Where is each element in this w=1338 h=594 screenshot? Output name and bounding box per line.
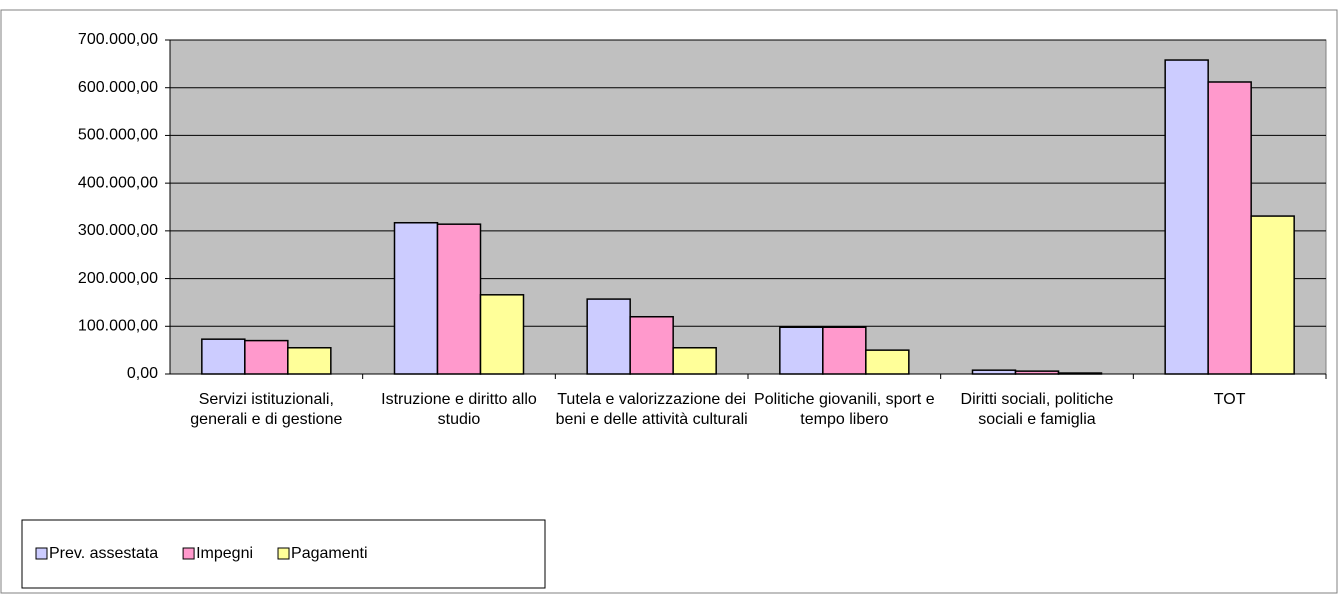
y-tick-label: 300.000,00 <box>78 222 158 239</box>
y-tick-label: 100.000,00 <box>78 318 158 335</box>
bar <box>779 326 824 375</box>
legend-swatch <box>277 547 290 560</box>
y-tick-label: 200.000,00 <box>78 270 158 287</box>
y-tick-label: 400.000,00 <box>78 174 158 191</box>
bar <box>244 339 289 375</box>
bar <box>1057 372 1103 375</box>
bar <box>971 369 1017 375</box>
legend-label: Pagamenti <box>291 545 368 562</box>
x-tick-label: Politiche giovanili, sport e tempo liber… <box>754 391 935 428</box>
bar <box>1250 215 1295 375</box>
x-tick-label: Servizi istituzionali, generali e di ges… <box>190 391 343 428</box>
bar <box>479 294 525 375</box>
legend-label: Prev. assestata <box>49 545 158 562</box>
bar <box>865 349 910 375</box>
bar <box>822 326 867 375</box>
y-tick-label: 0,00 <box>127 365 158 382</box>
legend-swatch <box>35 547 48 560</box>
bar <box>393 221 439 375</box>
y-tick-label: 700.000,00 <box>78 31 158 48</box>
bar <box>287 347 332 375</box>
y-tick-label: 600.000,00 <box>78 79 158 96</box>
y-tick-label: 500.000,00 <box>78 127 158 144</box>
bar <box>672 347 717 375</box>
plot-area <box>169 39 1327 375</box>
bar <box>436 223 482 375</box>
x-tick-label: Istruzione e diritto allo studio <box>381 391 537 428</box>
chart-frame <box>0 9 1338 594</box>
bar <box>1014 370 1060 375</box>
bar <box>586 298 631 375</box>
legend-label: Impegni <box>196 545 253 562</box>
bar <box>201 338 246 375</box>
legend-swatch <box>182 547 195 560</box>
bar <box>629 315 674 375</box>
x-tick-label: TOT <box>1213 391 1246 408</box>
x-tick-label: Tutela e valorizzazione dei beni e delle… <box>555 391 748 428</box>
x-tick-label: Diritti sociali, politiche sociali e fam… <box>960 391 1114 428</box>
bar <box>1207 81 1252 375</box>
bar <box>1164 59 1209 375</box>
